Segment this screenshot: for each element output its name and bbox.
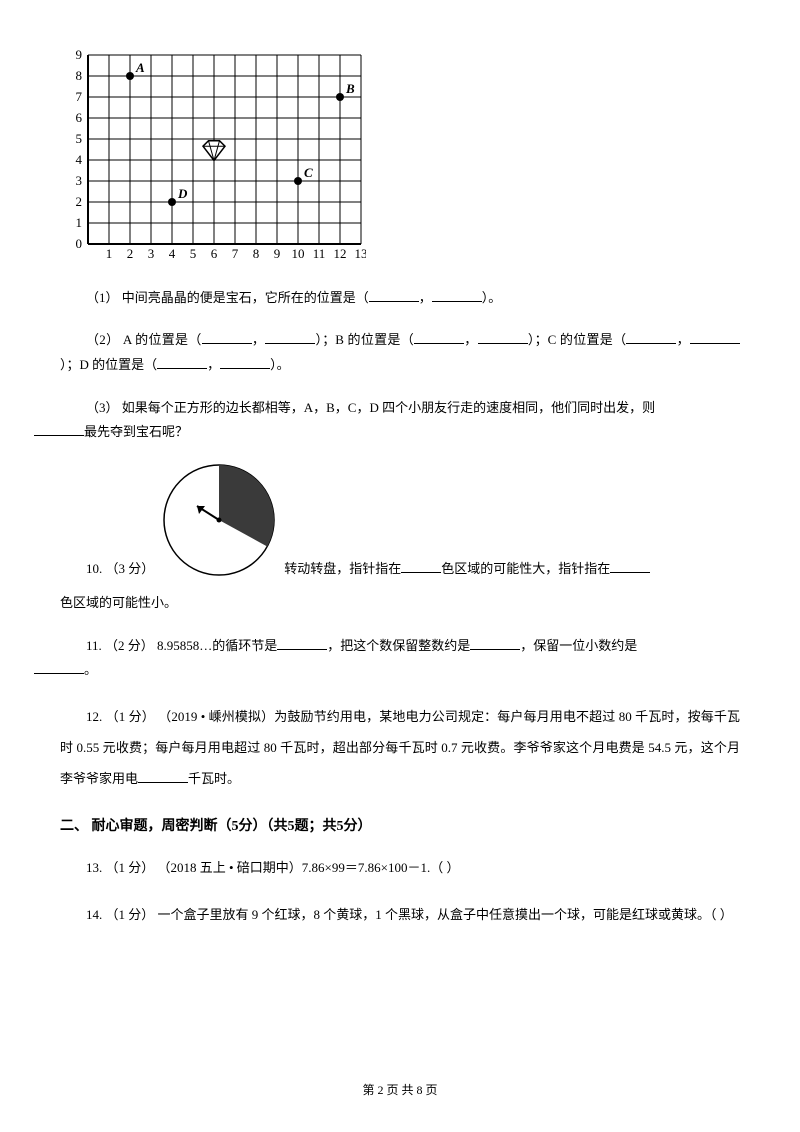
spinner-figure bbox=[159, 463, 279, 587]
svg-text:7: 7 bbox=[76, 89, 83, 104]
q-sub2-c: ）；C 的位置是（ bbox=[528, 332, 627, 347]
svg-text:3: 3 bbox=[76, 173, 83, 188]
blank-round-int[interactable] bbox=[470, 634, 520, 650]
svg-text:5: 5 bbox=[76, 131, 83, 146]
blank-a-x[interactable] bbox=[202, 328, 252, 344]
blank-color-big[interactable] bbox=[401, 557, 441, 573]
q-sub2-end: ）。 bbox=[270, 357, 290, 372]
blank-round-1dec[interactable] bbox=[34, 658, 84, 674]
svg-text:C: C bbox=[304, 165, 313, 180]
svg-text:1: 1 bbox=[106, 246, 113, 261]
svg-text:5: 5 bbox=[190, 246, 197, 261]
blank-a-y[interactable] bbox=[265, 328, 315, 344]
q11-c: ，保留一位小数约是 bbox=[520, 638, 637, 653]
svg-text:6: 6 bbox=[76, 110, 83, 125]
q-sub2-d: ）；D 的位置是（ bbox=[60, 357, 157, 372]
q12-b: 千瓦时。 bbox=[188, 771, 240, 786]
svg-text:3: 3 bbox=[148, 246, 155, 261]
blank-b-x[interactable] bbox=[414, 328, 464, 344]
svg-text:10: 10 bbox=[292, 246, 305, 261]
svg-text:13: 13 bbox=[355, 246, 367, 261]
q10-c: 色区域的可能性大，指针指在 bbox=[441, 561, 610, 576]
question-12: 12. （1 分） （2019 • 嵊州模拟）为鼓励节约用电，某地电力公司规定：… bbox=[60, 701, 740, 795]
question-sub3: （3） 如果每个正方形的边长都相等，A，B，C，D 四个小朋友行走的速度相同，他… bbox=[60, 396, 740, 445]
svg-text:9: 9 bbox=[274, 246, 281, 261]
question-sub1: （1） 中间亮晶晶的便是宝石，它所在的位置是（ ， ）。 bbox=[60, 286, 740, 311]
blank-color-small[interactable] bbox=[610, 557, 650, 573]
blank-d-x[interactable] bbox=[157, 353, 207, 369]
spinner-svg bbox=[159, 463, 279, 578]
blank-c-x[interactable] bbox=[626, 328, 676, 344]
blank-winner[interactable] bbox=[34, 420, 84, 436]
svg-text:2: 2 bbox=[76, 194, 83, 209]
blank-b-y[interactable] bbox=[478, 328, 528, 344]
svg-text:2: 2 bbox=[127, 246, 134, 261]
svg-text:4: 4 bbox=[76, 152, 83, 167]
q-sub2-a: （2） A 的位置是（ bbox=[86, 332, 202, 347]
svg-text:1: 1 bbox=[76, 215, 83, 230]
q10-b: 转动转盘，指针指在 bbox=[284, 561, 401, 576]
q11-d: 。 bbox=[84, 662, 97, 677]
q-sub3-b: 最先夺到宝石呢？ bbox=[84, 424, 188, 439]
blank-kwh[interactable] bbox=[138, 767, 188, 783]
svg-text:8: 8 bbox=[253, 246, 260, 261]
svg-text:7: 7 bbox=[232, 246, 239, 261]
svg-text:A: A bbox=[135, 60, 145, 75]
blank-d-y[interactable] bbox=[220, 353, 270, 369]
grid-svg: 123456789101112130123456789ABCD bbox=[70, 50, 366, 262]
blank-c-y[interactable] bbox=[690, 328, 740, 344]
q-sub3-a: （3） 如果每个正方形的边长都相等，A，B，C，D 四个小朋友行走的速度相同，他… bbox=[86, 400, 655, 415]
question-11: 11. （2 分） 8.95858…的循环节是 ，把这个数保留整数约是 ，保留一位小… bbox=[60, 634, 740, 683]
question-14: 14. （1 分） 一个盒子里放有 9 个红球，8 个黄球，1 个黑球，从盒子中… bbox=[60, 899, 740, 930]
svg-text:11: 11 bbox=[313, 246, 326, 261]
q-sub1-sep: ， bbox=[419, 290, 432, 305]
q10-prefix: 10. （3 分） bbox=[60, 557, 154, 587]
section-2-title: 二、 耐心审题，周密判断（5分）（共5题；共5分） bbox=[60, 814, 740, 841]
q10-d: 色区域的可能性小。 bbox=[60, 595, 177, 610]
coordinate-grid-figure: 123456789101112130123456789ABCD bbox=[70, 50, 740, 271]
q-sub2-b: ）；B 的位置是（ bbox=[315, 332, 414, 347]
q-sub1-end: ）。 bbox=[482, 290, 502, 305]
blank-cycle[interactable] bbox=[277, 634, 327, 650]
blank-gem-y[interactable] bbox=[432, 286, 482, 302]
svg-text:12: 12 bbox=[334, 246, 347, 261]
blank-gem-x[interactable] bbox=[369, 286, 419, 302]
svg-text:4: 4 bbox=[169, 246, 176, 261]
svg-text:9: 9 bbox=[76, 50, 83, 62]
q11-b: ，把这个数保留整数约是 bbox=[327, 638, 470, 653]
question-sub2: （2） A 的位置是（，）；B 的位置是（，）；C 的位置是（，）；D 的位置是… bbox=[60, 328, 740, 377]
question-10-row: 10. （3 分） 转动转盘，指针指在 色区域的可能性大，指针指在 bbox=[60, 463, 740, 587]
svg-text:B: B bbox=[345, 81, 355, 96]
svg-text:0: 0 bbox=[76, 236, 83, 251]
q10-line2: 色区域的可能性小。 bbox=[60, 591, 740, 616]
svg-text:8: 8 bbox=[76, 68, 83, 83]
svg-text:6: 6 bbox=[211, 246, 218, 261]
q11-a: 11. （2 分） 8.95858…的循环节是 bbox=[86, 638, 277, 653]
q-sub1-text-a: （1） 中间亮晶晶的便是宝石，它所在的位置是（ bbox=[86, 290, 369, 305]
page-footer: 第 2 页 共 8 页 bbox=[0, 1079, 800, 1102]
question-13: 13. （1 分） （2018 五上 • 碚口期中）7.86×99＝7.86×1… bbox=[60, 856, 740, 881]
svg-text:D: D bbox=[177, 186, 188, 201]
